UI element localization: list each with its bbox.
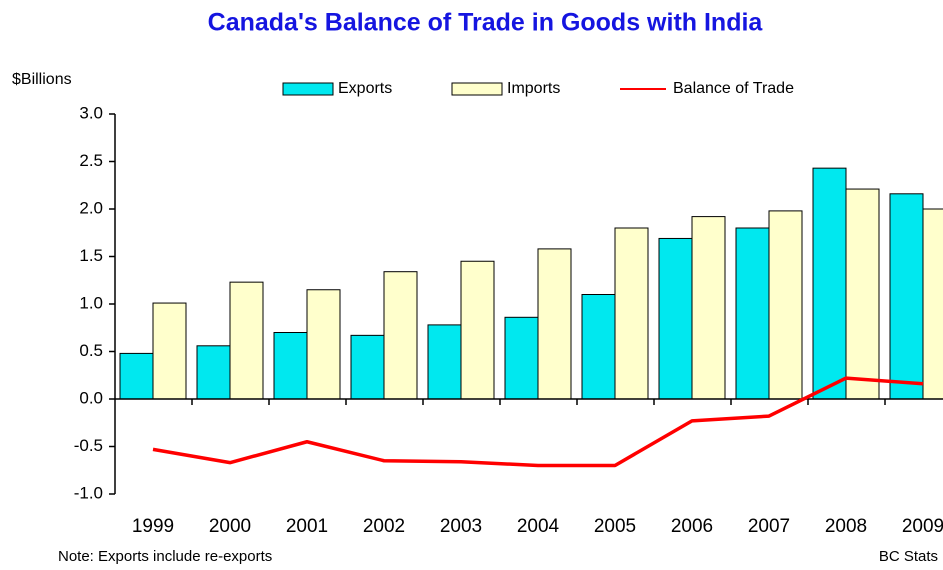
y-tick-label: 2.0 — [79, 198, 103, 217]
y-axis-label: $Billions — [12, 71, 72, 88]
bar — [768, 210, 803, 400]
x-tick-label: 2003 — [440, 516, 482, 537]
y-tick-label: 1.0 — [79, 293, 103, 312]
bar — [735, 227, 770, 400]
x-tick-label: 1999 — [132, 516, 174, 537]
bar — [350, 334, 385, 400]
x-tick-label: 2002 — [363, 516, 405, 537]
bar — [196, 345, 231, 400]
source: BC Stats — [879, 548, 938, 565]
bar — [152, 302, 187, 400]
x-tick-label: 2005 — [594, 516, 636, 537]
x-tick-label: 2008 — [825, 516, 867, 537]
line — [152, 376, 924, 468]
bar — [273, 332, 308, 400]
note: Note: Exports include re-exports — [58, 548, 272, 565]
x-tick-label: 2007 — [748, 516, 790, 537]
legend-swatch — [282, 82, 334, 96]
bar — [889, 193, 924, 400]
x-tick-label: 2004 — [517, 516, 560, 537]
bar — [306, 289, 341, 400]
bar — [812, 167, 847, 400]
legend-swatch — [451, 82, 503, 96]
y-tick-label: -1.0 — [74, 483, 103, 502]
y-tick-label: 0.0 — [79, 388, 103, 407]
bar — [229, 281, 264, 400]
bar — [383, 271, 418, 400]
legend-label: Balance of Trade — [673, 80, 794, 97]
bar — [922, 208, 943, 400]
bar — [614, 227, 649, 400]
bar — [504, 316, 539, 400]
bar — [427, 324, 462, 400]
x-tick-label: 2006 — [671, 516, 713, 537]
y-tick-label: 2.5 — [79, 151, 103, 170]
legend-label: Imports — [507, 80, 560, 97]
x-tick-label: 2001 — [286, 516, 328, 537]
y-tick-label: 0.5 — [79, 341, 103, 360]
y-tick-label: 1.5 — [79, 246, 103, 265]
x-tick-label: 2009 — [902, 516, 943, 537]
bar — [845, 188, 880, 400]
bar — [658, 237, 693, 400]
bar — [581, 294, 616, 400]
bar — [119, 352, 154, 400]
x-tick-label: 2000 — [209, 516, 251, 537]
bar — [537, 248, 572, 400]
bar — [691, 216, 726, 400]
chart-title: Canada's Balance of Trade in Goods with … — [208, 9, 764, 37]
bar — [460, 260, 495, 400]
y-tick-label: 3.0 — [79, 103, 103, 122]
y-tick-label: -0.5 — [74, 436, 103, 455]
legend-label: Exports — [338, 80, 392, 97]
